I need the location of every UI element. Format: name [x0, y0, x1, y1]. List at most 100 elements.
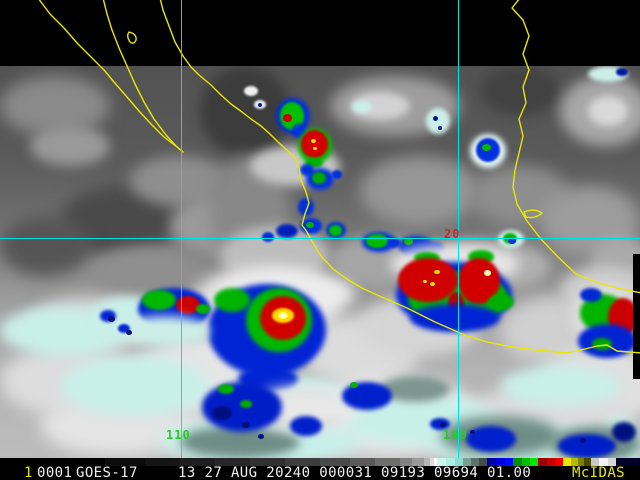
convective-cell: [262, 232, 274, 242]
longitude-line-100w: [458, 0, 459, 466]
colorbar-segment: [616, 458, 640, 466]
colorbar-segment: [446, 458, 455, 466]
colorbar-segment: [375, 458, 400, 466]
convective-cell: [126, 330, 132, 335]
convective-cell: [258, 103, 262, 107]
convective-cell: [470, 430, 475, 434]
convective-cell: [258, 434, 264, 439]
mcidas-brand: McIDAS: [572, 465, 625, 480]
colorbar-segment: [555, 458, 563, 466]
storm-right-edge: [592, 338, 612, 350]
convective-cell: [312, 172, 326, 184]
storm-southwest: [142, 290, 176, 310]
satellite-name: GOES-17: [76, 465, 138, 480]
colorbar-segment: [563, 458, 571, 466]
satellite-image[interactable]: [0, 66, 640, 458]
low-cloud-wisp: [352, 101, 372, 113]
convective-cell: [240, 400, 252, 408]
colorbar-segment: [430, 458, 434, 466]
colorbar-segment: [513, 458, 522, 466]
status-bar: 1 0001 GOES-17 13 27 AUG 20240 000031 09…: [0, 466, 640, 480]
storm-east: [488, 294, 514, 310]
colorbar-segment: [487, 458, 496, 466]
convective-cell: [433, 116, 438, 121]
convective-cell: [108, 316, 115, 322]
colorbar-segment: [145, 458, 180, 466]
dataset-id: 0001: [37, 465, 73, 480]
convective-cell: [366, 234, 388, 248]
colorbar-segment: [320, 458, 350, 466]
colorbar-segment: [437, 458, 446, 466]
convective-cell: [290, 416, 322, 436]
storm-right-edge: [580, 288, 602, 302]
cloud-blob: [360, 156, 480, 226]
colorbar-segment: [505, 458, 513, 466]
longitude-label-110: 110: [166, 428, 191, 442]
longitude-line-110w: [181, 0, 182, 466]
convective-cell: [558, 434, 616, 458]
latitude-line-20n: [0, 238, 640, 239]
colorbar-segment: [250, 458, 285, 466]
colorbar-segment: [584, 458, 591, 466]
convective-cell: [329, 225, 342, 236]
convective-cell: [212, 406, 232, 420]
convective-cell: [242, 422, 250, 428]
cloud-blob: [588, 96, 628, 126]
colorbar-segment: [424, 458, 430, 466]
overshoot-top: [434, 270, 440, 274]
colorbar-segment: [599, 458, 608, 466]
cloud-blob: [0, 216, 90, 276]
colorbar-segment: [400, 458, 412, 466]
convective-cell: [580, 438, 586, 443]
overshoot-top: [430, 282, 435, 286]
colorbar-segment: [0, 458, 105, 466]
colorbar-segment: [496, 458, 505, 466]
storm-southwest: [120, 316, 210, 346]
colorbar-segment: [471, 458, 479, 466]
latitude-label-20: 20: [444, 227, 461, 241]
colorbar-segment: [538, 458, 547, 466]
convective-cell: [301, 130, 328, 158]
convective-cell: [404, 238, 413, 245]
colorbar-segment: [455, 458, 463, 466]
colorbar-segment: [412, 458, 424, 466]
convective-cell: [616, 68, 628, 76]
storm-west: [214, 288, 250, 312]
convective-cell: [118, 324, 130, 333]
overshoot-top: [281, 314, 286, 318]
colorbar-segment: [522, 458, 530, 466]
frame-number: 1: [24, 465, 33, 480]
convective-cell: [283, 114, 292, 122]
convective-cell: [612, 422, 636, 442]
cloud-blob: [30, 126, 110, 166]
image-datetime: 13 27 AUG 20240 000031 09193 09694 01.00: [178, 465, 532, 480]
island-outline: [127, 31, 137, 44]
colorbar-segment: [608, 458, 616, 466]
low-cloud-wisp: [60, 356, 210, 416]
overshoot-top: [486, 271, 490, 274]
convective-cell: [332, 170, 342, 179]
colorbar-segment: [463, 458, 471, 466]
storm-east: [410, 304, 500, 332]
overshoot-top: [423, 280, 427, 283]
convective-cell: [438, 126, 442, 130]
longitude-label-100: 100: [443, 428, 468, 442]
colorbar-segment: [479, 458, 487, 466]
convective-cell: [350, 382, 358, 388]
colorbar-segment: [285, 458, 320, 466]
convective-cell: [276, 224, 298, 238]
colorbar-segment: [571, 458, 578, 466]
colorbar-segment: [578, 458, 584, 466]
overshoot-top: [311, 139, 316, 143]
cloud-blob: [244, 86, 258, 96]
convective-cell: [426, 108, 450, 134]
convective-cell: [298, 198, 314, 216]
colorbar-segment: [350, 458, 375, 466]
colorbar-segment: [180, 458, 215, 466]
colorbar-segment: [547, 458, 555, 466]
colorbar-segment: [434, 458, 437, 466]
colorbar-segment: [591, 458, 599, 466]
convective-cell: [440, 422, 446, 427]
overshoot-top: [313, 147, 317, 150]
